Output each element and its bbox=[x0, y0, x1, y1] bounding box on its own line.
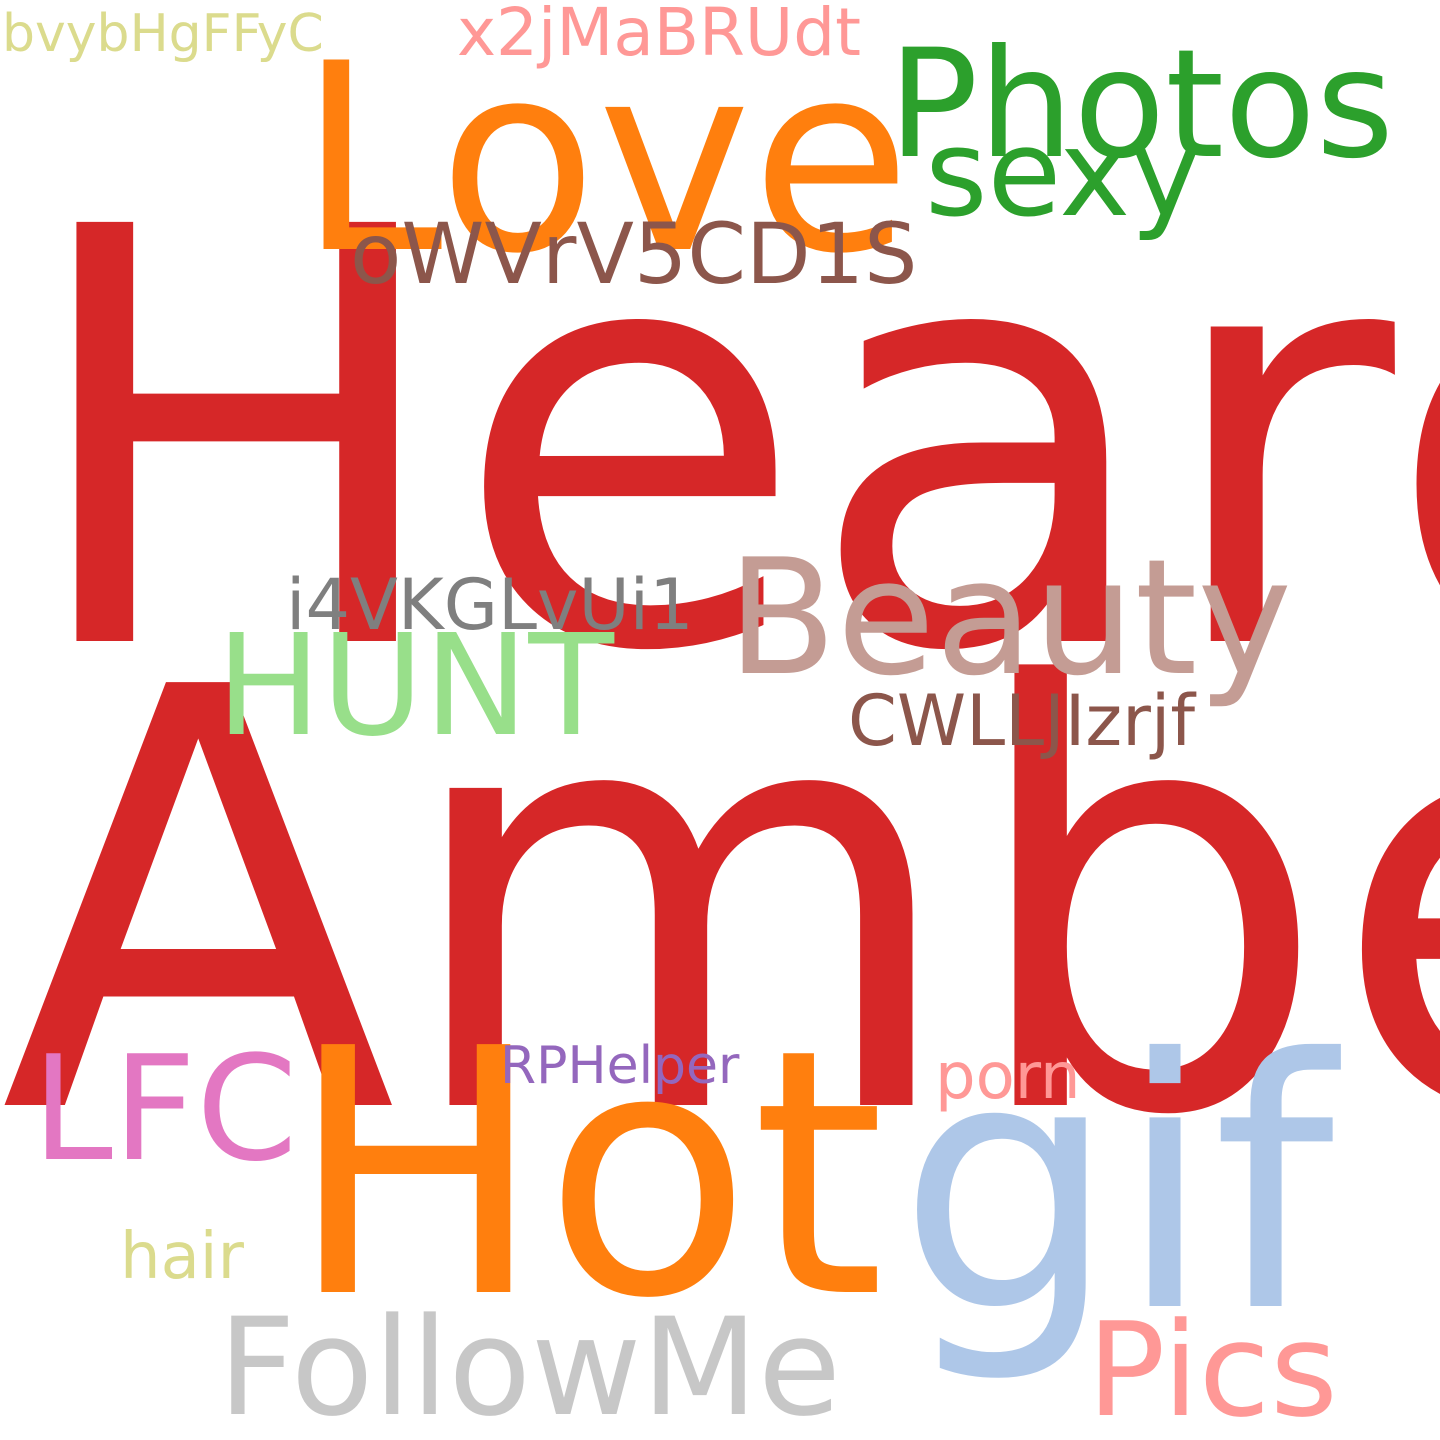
word-hot: Hot bbox=[288, 977, 885, 1373]
word-porn: porn bbox=[935, 1040, 1081, 1114]
word-rphelper: RPHelper bbox=[500, 1036, 740, 1096]
word-beauty: Beauty bbox=[727, 524, 1293, 711]
word-followme: FollowMe bbox=[218, 1289, 841, 1440]
word-lfc: LFC bbox=[32, 1025, 298, 1194]
word-hair: hair bbox=[120, 1220, 244, 1294]
word-love: Love bbox=[298, 9, 912, 311]
word-i4vkglvui1: i4VKGLvUi1 bbox=[286, 564, 694, 646]
word-sexy: sexy bbox=[925, 105, 1202, 244]
word-heard: Heard bbox=[20, 107, 1440, 777]
word-x2jmabrudt: x2jMaBRUdt bbox=[457, 0, 861, 71]
word-bvybhgffyc: bvybHgFFyC bbox=[2, 4, 324, 64]
word-amber: Amber bbox=[0, 567, 1440, 1242]
word-gif: gif bbox=[898, 987, 1335, 1388]
word-owvrv5cd1s: oWVrV5CD1S bbox=[350, 205, 918, 303]
word-cwllj-izrjf: CWLLJIzrjf bbox=[848, 680, 1195, 762]
word-hunt: HUNT bbox=[216, 605, 614, 768]
word-pics: Pics bbox=[1087, 1294, 1338, 1440]
word-photos: Photos bbox=[888, 18, 1395, 192]
